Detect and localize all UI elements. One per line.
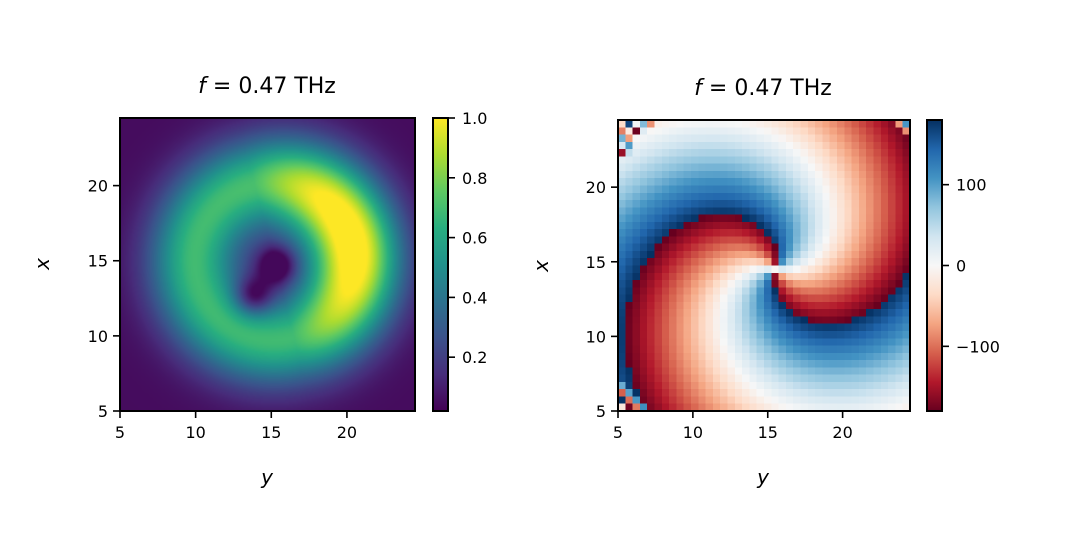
amplitude-colorbar-frame	[432, 117, 449, 412]
phase-title: f = 0.47 THz	[694, 76, 832, 101]
colorbar-tick-label: 0.2	[462, 348, 487, 367]
y-tick-label: 5	[596, 402, 606, 421]
x-tick-label: 15	[261, 423, 281, 442]
colorbar-tick-label: 0.8	[462, 169, 487, 188]
colorbar-tick-label: 100	[956, 176, 987, 195]
phase-heatmap	[618, 120, 910, 411]
x-tick-label: 10	[683, 423, 703, 442]
x-tick-label: 15	[758, 423, 778, 442]
x-tick-label: 20	[337, 423, 357, 442]
y-tick-label: 15	[88, 252, 108, 271]
x-tick-label: 20	[832, 423, 852, 442]
amplitude-plot-frame	[119, 117, 416, 412]
colorbar-tick-label: 0	[956, 257, 966, 276]
colorbar-tick-label: 0.6	[462, 229, 487, 248]
phase-panel: f = 0.47 THz 5 10 15 20 5 10 15 20 y x −100 0 100	[529, 76, 1000, 489]
y-tick-label: 10	[586, 327, 606, 346]
amplitude-title: f = 0.47 THz	[198, 74, 336, 99]
phase-ylabel: x	[529, 260, 553, 273]
amplitude-colorbar	[433, 118, 448, 411]
x-tick-label: 5	[115, 423, 125, 442]
colorbar-tick-label: 1.0	[462, 109, 487, 128]
y-tick-label: 15	[586, 253, 606, 272]
y-tick-label: 20	[88, 177, 108, 196]
x-tick-label: 10	[185, 423, 205, 442]
amplitude-colorbar-ticks: 0.2 0.4 0.6 0.8 1.0	[448, 109, 487, 367]
amplitude-xlabel: y	[260, 465, 274, 489]
y-tick-label: 20	[586, 178, 606, 197]
phase-colorbar-ticks: −100 0 100	[942, 176, 1000, 356]
amplitude-heatmap	[120, 118, 415, 411]
phase-plot-frame	[617, 119, 911, 412]
amplitude-ylabel: x	[30, 258, 54, 271]
phase-xlabel: y	[756, 465, 770, 489]
colorbar-tick-label: −100	[956, 337, 1000, 356]
phase-colorbar	[927, 120, 942, 411]
amplitude-axis-ticks: 5 10 15 20 5 10 15 20	[88, 177, 357, 442]
y-tick-label: 10	[88, 327, 108, 346]
colorbar-tick-label: 0.4	[462, 288, 487, 307]
y-tick-label: 5	[98, 402, 108, 421]
phase-axis-ticks: 5 10 15 20 5 10 15 20	[586, 178, 853, 442]
x-tick-label: 5	[613, 423, 623, 442]
